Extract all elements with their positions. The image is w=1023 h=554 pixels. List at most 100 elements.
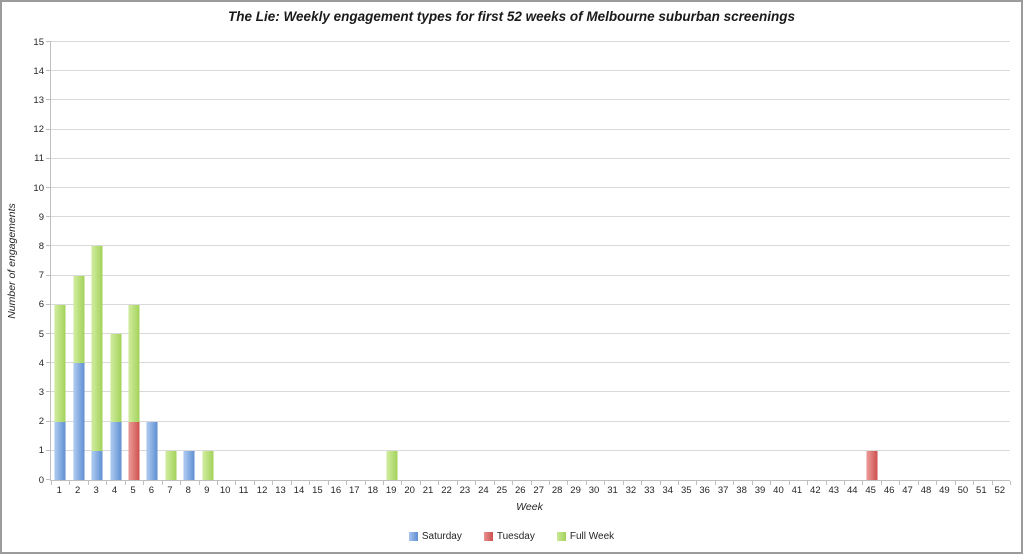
x-tick-label: 40 xyxy=(773,485,784,496)
gridline xyxy=(51,70,1010,72)
x-axis-tick xyxy=(87,481,89,485)
bar-saturday-week-8 xyxy=(183,450,195,480)
gridline xyxy=(51,187,1010,189)
bar-tuesday-week-5 xyxy=(128,421,140,480)
x-tick-label: 51 xyxy=(976,485,987,496)
y-tick-label: 15 xyxy=(33,36,44,48)
y-tick-label: 5 xyxy=(38,328,44,340)
x-axis-tick xyxy=(456,481,458,485)
x-tick-label: 33 xyxy=(644,485,655,496)
x-tick-label: 19 xyxy=(385,485,397,496)
x-axis-tick xyxy=(880,481,882,485)
y-axis-tick xyxy=(46,274,51,276)
x-axis-tick xyxy=(862,481,864,485)
x-tick-label: 13 xyxy=(275,485,286,496)
x-axis-tick xyxy=(973,481,975,485)
x-tick-label: 38 xyxy=(736,485,747,496)
x-axis-tick xyxy=(530,481,532,485)
x-axis-tick xyxy=(604,481,606,485)
x-tick-label: 15 xyxy=(312,485,323,496)
x-axis-tick xyxy=(290,481,292,485)
x-axis-tick-labels: 1 2 3 4 5 6 7 8 9 10 11 12 13 14 15 16 17 18 19 20 21 22 23 24 2… xyxy=(50,486,1009,498)
y-tick-label: 9 xyxy=(38,211,44,223)
x-tick-label: 25 xyxy=(496,485,508,496)
bar-full-week-week-7 xyxy=(165,450,177,480)
x-axis-tick xyxy=(714,481,716,485)
x-axis-tick xyxy=(751,481,753,485)
x-axis-tick xyxy=(124,481,126,485)
x-tick-label: 22 xyxy=(441,485,452,496)
legend-item-saturday: Saturday xyxy=(408,531,462,542)
x-tick-label: 29 xyxy=(570,485,581,496)
y-tick-label: 13 xyxy=(33,94,44,106)
y-tick-label: 2 xyxy=(38,415,44,427)
x-axis-tick xyxy=(1010,481,1011,485)
gridline xyxy=(51,274,1010,276)
legend-label: Tuesday xyxy=(496,531,535,542)
x-axis-tick xyxy=(548,481,550,485)
x-tick-label: 42 xyxy=(810,485,821,496)
x-axis-tick xyxy=(917,481,919,485)
x-axis-tick xyxy=(106,481,108,485)
bar-full-week-week-5 xyxy=(128,304,140,422)
x-tick-label: 7 xyxy=(167,485,173,496)
x-axis-tick xyxy=(438,481,440,485)
x-axis-tick xyxy=(419,481,421,485)
gridline xyxy=(51,420,1010,422)
x-tick-label: 39 xyxy=(754,485,766,496)
gridline xyxy=(51,449,1010,451)
y-axis-tick-labels: 0 1 2 3 4 5 6 7 8 9 10 11 12 13 14 15 xyxy=(2,37,44,484)
y-tick-label: 11 xyxy=(34,153,44,165)
x-axis-tick xyxy=(216,481,218,485)
x-axis-tick xyxy=(512,481,514,485)
y-axis-tick xyxy=(46,70,51,72)
x-tick-label: 9 xyxy=(204,485,210,496)
bar-full-week-week-1 xyxy=(54,304,66,422)
y-tick-label: 8 xyxy=(38,240,44,252)
y-axis-tick xyxy=(46,245,51,247)
legend-label: Full Week xyxy=(569,531,615,542)
gridline xyxy=(51,128,1010,130)
x-axis-title: Week xyxy=(516,501,543,513)
bar-full-week-week-3 xyxy=(91,246,103,451)
x-tick-label: 1 xyxy=(56,485,62,496)
x-axis-tick xyxy=(346,481,348,485)
x-axis-tick xyxy=(641,481,643,485)
gridline xyxy=(51,157,1010,159)
x-axis-tick xyxy=(51,481,52,485)
x-axis-tick xyxy=(770,481,772,485)
bar-saturday-week-6 xyxy=(146,421,158,480)
gridline xyxy=(51,303,1010,305)
x-axis-tick xyxy=(69,481,71,485)
x-tick-label: 16 xyxy=(330,485,342,496)
y-axis-tick xyxy=(46,41,51,42)
legend-swatch-saturday xyxy=(408,532,418,541)
x-axis-tick xyxy=(844,481,846,485)
gridline xyxy=(51,391,1010,393)
gridline xyxy=(51,216,1010,218)
gridline xyxy=(51,99,1010,101)
legend-item-tuesday: Tuesday xyxy=(483,531,535,542)
x-tick-label: 24 xyxy=(478,485,489,496)
x-tick-label: 50 xyxy=(957,485,969,496)
x-tick-label: 26 xyxy=(514,485,526,496)
x-axis-tick xyxy=(180,481,182,485)
bar-saturday-week-4 xyxy=(110,421,122,480)
y-axis-tick xyxy=(46,362,51,364)
x-tick-label: 17 xyxy=(349,485,360,496)
legend-item-full-week: Full Week xyxy=(556,531,615,542)
x-tick-label: 36 xyxy=(699,485,710,496)
y-tick-label: 7 xyxy=(38,269,44,281)
x-axis-tick xyxy=(253,481,255,485)
y-axis-tick xyxy=(46,479,51,480)
y-tick-label: 4 xyxy=(38,357,44,369)
y-tick-label: 0 xyxy=(38,474,44,486)
legend-swatch-full-week xyxy=(556,532,566,541)
x-axis-tick xyxy=(788,481,790,485)
y-axis-tick xyxy=(46,99,51,101)
x-axis-tick xyxy=(401,481,403,485)
x-axis-tick xyxy=(198,481,200,485)
x-axis-tick xyxy=(954,481,956,485)
y-tick-label: 14 xyxy=(33,65,44,77)
